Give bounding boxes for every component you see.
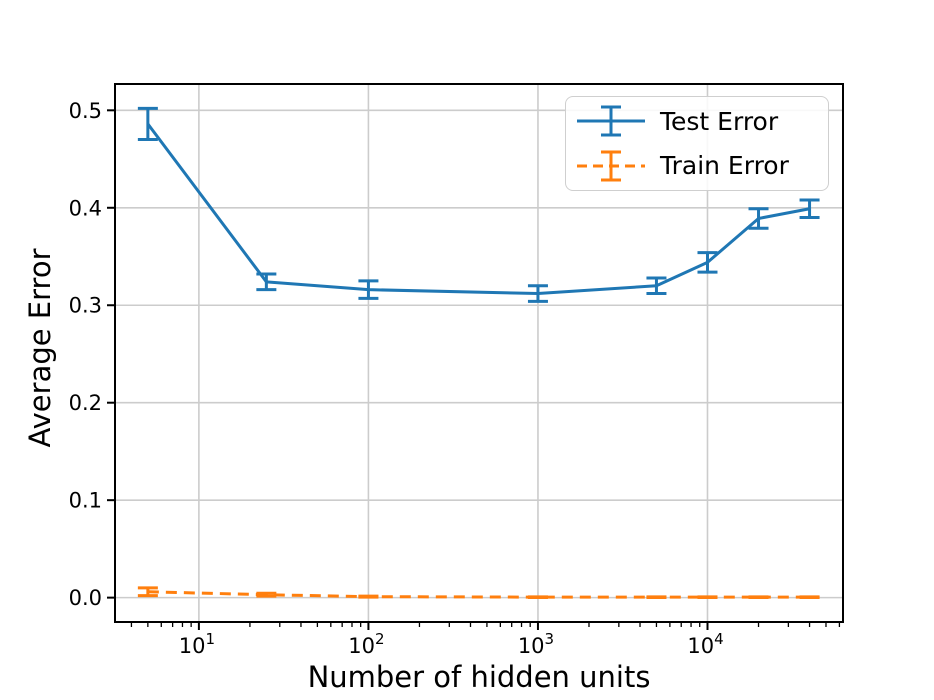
- axes-spines: [114, 83, 844, 623]
- legend-label-train-error: Train Error: [660, 151, 789, 181]
- y-tick-label: 0.1: [69, 489, 102, 513]
- legend-item-train-error: Train Error: [575, 144, 822, 188]
- errorbar-glyph-test-error: [577, 105, 645, 137]
- x-tick-label: 103: [518, 630, 554, 658]
- x-tick-label: 101: [179, 630, 215, 658]
- series-line-test-error: [146, 123, 810, 296]
- x-axis-label: Number of hidden units: [307, 660, 651, 694]
- y-tick-label: 0.3: [69, 294, 102, 318]
- errorbar-glyph-train-error: [577, 150, 645, 182]
- x-tick-label: 104: [687, 630, 723, 658]
- y-tick-label: 0.4: [69, 196, 102, 220]
- legend: Test Error Train Error: [565, 96, 829, 191]
- y-tick-label: 0.0: [69, 586, 102, 610]
- y-tick-label: 0.2: [69, 391, 102, 415]
- legend-label-test-error: Test Error: [660, 106, 779, 136]
- y-axis-label: Average Error: [23, 248, 57, 448]
- y-tick-label: 0.5: [69, 99, 102, 123]
- x-tick-label: 102: [348, 630, 384, 658]
- legend-item-test-error: Test Error: [575, 99, 822, 143]
